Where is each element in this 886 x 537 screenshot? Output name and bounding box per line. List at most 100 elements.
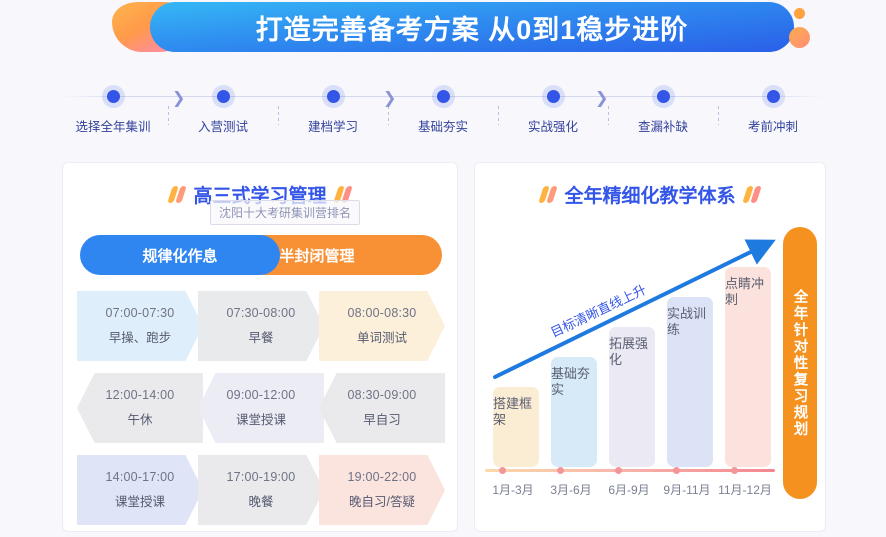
chart-x-axis [485,467,775,474]
schedule-row-1: 07:00-07:30 早操、跑步 07:30-08:00 早餐 08:00-0… [77,291,445,363]
axis-tick-dot-icon [615,467,622,474]
schedule-cell-name: 单词测试 [356,331,407,345]
x-tick-label: 3月-6月 [550,483,592,497]
schedule-cell: 12:00-14:00 午休 [77,373,203,443]
step-dot-icon [766,90,780,103]
quote-right-icon [741,186,762,203]
step-item-3[interactable]: 建档学习 [278,84,388,135]
step-divider [608,106,609,125]
step-label: 查漏补缺 [637,120,688,134]
right-card-title-row: 全年精细化教学体系 [475,181,825,208]
schedule-cell-time: 07:30-08:00 [226,306,296,320]
quote-left-icon [538,186,559,203]
step-divider [718,106,719,125]
chart-bar-5: 点睛冲刺 [725,267,771,467]
schedule-cell-time: 08:30-09:00 [347,388,417,402]
chart-bar-label: 基础夯实 [551,366,591,398]
schedule-cell: 14:00-17:00 课堂授课 [77,455,203,525]
schedule-row-2: 12:00-14:00 午休 09:00-12:00 课堂授课 08:30-09… [77,373,445,445]
x-tick-label: 6月-9月 [608,483,650,497]
axis-tick-dot-icon [499,467,506,474]
schedule-cell: 08:30-09:00 早自习 [319,373,445,443]
progress-steps: 选择全年集训 入营测试 建档学习 基础夯实 实战强化 查漏补缺 考前冲刺 ❯ ❯… [58,84,828,136]
chart-bar-label: 拓展强化 [609,336,649,368]
schedule-cell-time: 08:00-08:30 [347,306,417,320]
schedule-cell: 07:30-08:00 早餐 [198,291,324,361]
step-item-2[interactable]: 入营测试 [168,84,278,135]
banner-bar [150,2,794,52]
step-dot-icon [326,90,340,103]
step-item-6[interactable]: 查漏补缺 [608,84,718,135]
x-tick-label: 11月-12月 [718,483,772,497]
schedule-cell: 09:00-12:00 课堂授课 [198,373,324,443]
axis-tick-dot-icon [557,467,564,474]
axis-tick-dot-icon [731,467,738,474]
chart-bar-label: 实战训练 [667,306,707,338]
chart-x-tick-labels: 1月-3月 3月-6月 6月-9月 9月-11月 11月-12月 [481,481,781,501]
step-label: 入营测试 [197,120,248,134]
schedule-cell: 07:00-07:30 早操、跑步 [77,291,203,361]
schedule-cell-time: 19:00-22:00 [347,470,417,484]
x-tick-label: 1月-3月 [492,483,534,497]
tab-regular-routine[interactable]: 规律化作息 [80,235,280,275]
schedule-cell-name: 课堂授课 [235,413,286,427]
chart-bar-2: 基础夯实 [551,357,597,467]
schedule-cell-name: 早操、跑步 [108,331,172,345]
year-review-plan-text: 全年针对性复习规划 [791,288,808,438]
step-label: 建档学习 [307,120,358,134]
step-divider [388,106,389,125]
step-item-7[interactable]: 考前冲刺 [718,84,828,135]
schedule-cell-time: 17:00-19:00 [226,470,296,484]
chart-plot-area: 搭建框架 基础夯实 拓展强化 实战训练 点睛冲刺 [491,219,771,467]
chevron-right-icon: ❯ [383,90,397,107]
axis-tick-dot-icon [673,467,680,474]
banner-dot-large-icon [789,27,810,48]
step-label: 考前冲刺 [747,120,798,134]
right-card-title: 全年精细化教学体系 [564,186,736,207]
chart-bar-4: 实战训练 [667,297,713,467]
schedule-cell: 19:00-22:00 晚自习/答疑 [319,455,445,525]
step-divider [498,106,499,125]
schedule-cell-name: 早自习 [363,413,401,427]
step-item-4[interactable]: 基础夯实 [388,84,498,135]
chart-bar-label: 点睛冲刺 [725,276,765,308]
year-review-plan-banner: 全年针对性复习规划 [783,227,817,499]
step-dot-icon [656,90,670,103]
step-dot-icon [546,90,560,103]
banner-dot-small-icon [794,8,805,19]
step-divider [168,106,169,125]
banner-title: 打造完善备考方案 从0到1稳步进阶 [255,14,689,45]
schedule-cell-time: 12:00-14:00 [105,388,175,402]
page-tooltip: 沈阳十大考研集训营排名 [210,200,361,225]
schedule-cell-name: 晚自习/答疑 [349,495,415,509]
step-label: 选择全年集训 [75,120,151,134]
chevron-right-icon: ❯ [172,90,186,107]
schedule-cell: 17:00-19:00 晚餐 [198,455,324,525]
schedule-cell: 08:00-08:30 单词测试 [319,291,445,361]
step-dot-icon [216,90,230,103]
step-item-5[interactable]: 实战强化 [498,84,608,135]
chart-bar-label: 搭建框架 [493,396,533,428]
step-dot-icon [106,90,120,103]
schedule-grid: 07:00-07:30 早操、跑步 07:30-08:00 早餐 08:00-0… [77,291,445,537]
step-label: 基础夯实 [417,120,468,134]
teaching-system-card: 全年精细化教学体系 搭建框架 基础夯实 拓展强化 实战训练 点睛冲刺 [474,162,826,532]
schedule-mode-tabs: 半封闭管理 规律化作息 [80,235,442,275]
step-dot-icon [436,90,450,103]
chart-bar-3: 拓展强化 [609,327,655,467]
x-tick-label: 9月-11月 [663,483,711,497]
schedule-cell-name: 晚餐 [248,495,274,509]
step-item-1[interactable]: 选择全年集训 [58,84,168,135]
schedule-cell-time: 14:00-17:00 [105,470,175,484]
step-divider [278,106,279,125]
schedule-cell-name: 午休 [127,413,153,427]
schedule-cell-name: 早餐 [248,331,274,345]
step-label: 实战强化 [527,120,578,134]
schedule-cell-time: 07:00-07:30 [105,306,175,320]
header-banner: 打造完善备考方案 从0到1稳步进阶 [0,0,886,72]
quote-left-icon [167,186,188,203]
schedule-row-3: 14:00-17:00 课堂授课 17:00-19:00 晚餐 19:00-22… [77,455,445,527]
schedule-cell-name: 课堂授课 [114,495,165,509]
schedule-cell-time: 09:00-12:00 [226,388,296,402]
chevron-right-icon: ❯ [595,90,609,107]
